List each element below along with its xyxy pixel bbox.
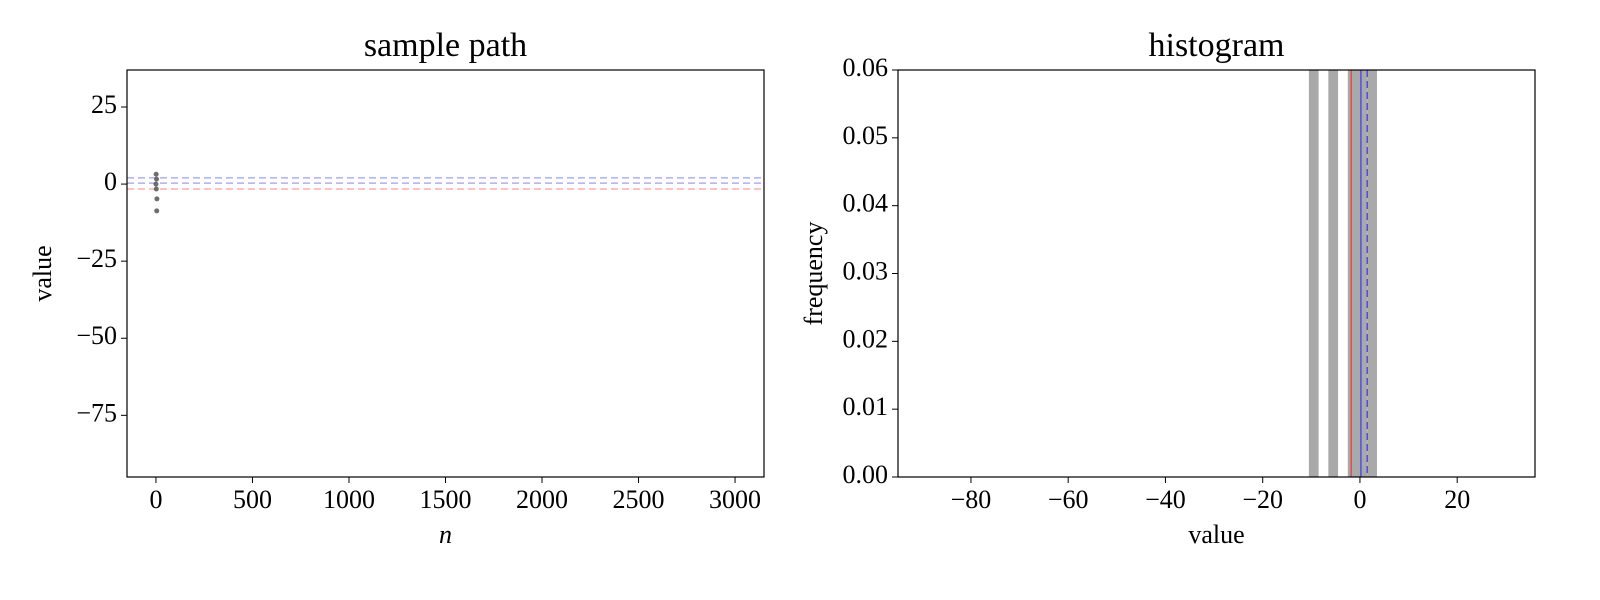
- y-axis-label: frequency: [799, 222, 828, 326]
- x-tick-label: 2000: [516, 485, 568, 514]
- bar: [1367, 70, 1377, 477]
- x-tick-label: 0: [149, 485, 162, 514]
- y-tick-label: 0.05: [843, 121, 889, 150]
- bar: [1357, 70, 1368, 477]
- point: [153, 171, 159, 177]
- x-tick-label: 2500: [613, 485, 665, 514]
- y-tick-label: 25: [91, 90, 117, 119]
- chart-title: histogram: [1149, 27, 1285, 64]
- bar: [1347, 70, 1358, 477]
- point: [154, 196, 160, 202]
- x-tick-label: 1000: [323, 485, 375, 514]
- y-tick-label: 0.03: [843, 256, 889, 285]
- point: [153, 186, 159, 192]
- y-tick-label: −50: [76, 321, 117, 350]
- y-tick-label: 0.06: [843, 53, 889, 82]
- y-tick-label: 0.04: [843, 189, 889, 218]
- x-tick-label: 500: [233, 485, 272, 514]
- y-tick-label: 0.02: [843, 324, 889, 353]
- bar: [1328, 70, 1339, 477]
- y-tick-label: −25: [76, 244, 117, 273]
- x-axis-label: n: [439, 520, 452, 549]
- y-tick-label: 0: [104, 167, 117, 196]
- x-tick-label: 0: [1353, 485, 1366, 514]
- x-tick-label: −40: [1145, 485, 1186, 514]
- x-axis-label: value: [1188, 520, 1244, 549]
- x-tick-label: −20: [1242, 485, 1283, 514]
- axes-frame: [126, 69, 765, 478]
- bar: [1308, 70, 1319, 477]
- y-tick-label: 0.00: [843, 460, 889, 489]
- axes-frame: [897, 69, 1536, 478]
- chart-title: sample path: [364, 27, 527, 64]
- x-tick-label: 20: [1444, 485, 1470, 514]
- point: [153, 181, 159, 187]
- y-axis-label: value: [28, 245, 57, 301]
- y-tick-label: −75: [76, 398, 117, 427]
- x-tick-label: −80: [951, 485, 992, 514]
- point: [154, 176, 160, 182]
- y-tick-label: 0.01: [843, 392, 889, 421]
- x-tick-label: 1500: [420, 485, 472, 514]
- point: [154, 208, 160, 214]
- x-tick-label: 3000: [709, 485, 761, 514]
- x-tick-label: −60: [1048, 485, 1089, 514]
